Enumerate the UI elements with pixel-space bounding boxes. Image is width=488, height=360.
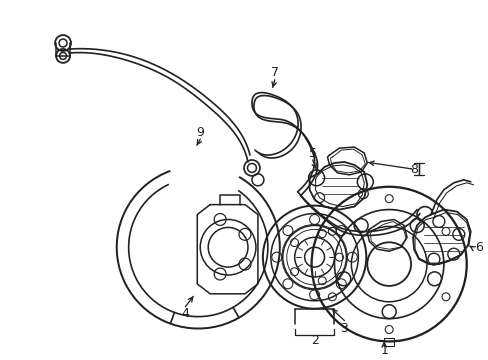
Text: 8: 8 [409, 163, 417, 176]
Text: 7: 7 [270, 66, 278, 79]
Text: 4: 4 [181, 307, 189, 320]
Text: 5: 5 [308, 147, 316, 159]
Text: 1: 1 [380, 344, 387, 357]
Text: 9: 9 [196, 126, 204, 139]
Text: 2: 2 [310, 334, 318, 347]
Text: 3: 3 [340, 322, 347, 335]
Text: 6: 6 [474, 241, 482, 254]
